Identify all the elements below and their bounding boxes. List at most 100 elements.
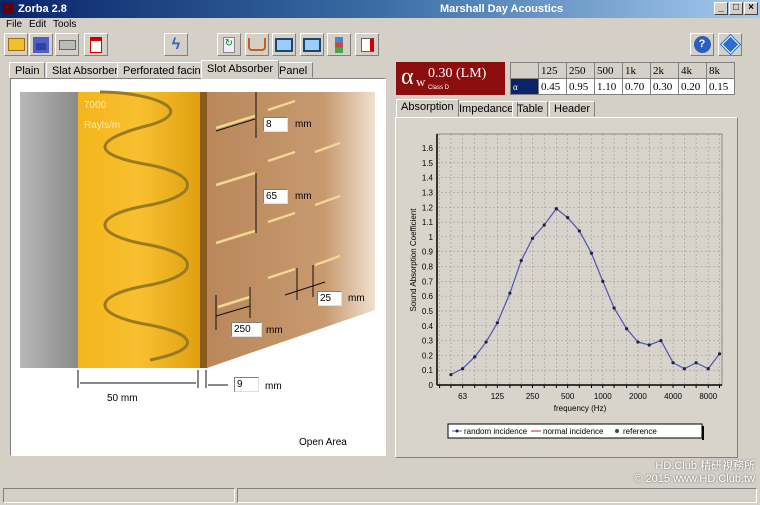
unit-label: mm [265,381,282,392]
slots [215,99,341,309]
dimension-lines [77,92,326,388]
octave-band-table: 125 250 500 1k 2k 4k 8k α 0.45 0.95 1.10 0.70 0.30… [510,62,735,95]
band-header: 250 [566,62,595,79]
y-tick-label: 0.7 [422,277,434,286]
y-tick-label: 1.6 [422,144,434,153]
data-point [601,279,605,283]
data-point [577,229,581,233]
concrete-wall [20,92,78,368]
tab-header[interactable]: Header [549,101,596,117]
y-tick-label: 1.4 [422,174,434,183]
rating-class: Class D [428,85,450,91]
tree-icon [335,36,343,53]
band-header: 8k [706,62,735,79]
slot-length-input[interactable] [231,322,262,337]
refresh-button[interactable]: ↻ [217,33,241,56]
unit-label: mm [295,191,312,202]
alpha-subscript: w [416,74,426,89]
data-point [647,343,651,347]
legend-reference: reference [623,427,657,436]
save-button[interactable] [29,33,53,56]
x-tick-label: 4000 [664,392,682,401]
tab-absorption[interactable]: Absorption [396,99,459,117]
series-line [450,207,721,376]
insulation-pattern [99,90,189,362]
data-point [625,327,629,331]
data-point [508,291,512,295]
maximize-button[interactable]: □ [729,2,743,15]
close-button[interactable]: × [744,2,758,15]
menu-tools[interactable]: Tools [53,19,77,30]
book-icon [248,38,266,51]
y-tick-label: 1.5 [422,159,434,168]
export-icon [360,37,374,52]
print-button[interactable] [55,33,79,56]
tab-slot-absorber[interactable]: Slot Absorber [201,60,280,79]
y-tick-label: 1 [429,233,434,242]
menu-file[interactable]: File [6,19,23,30]
tab-table[interactable]: Table [512,101,549,117]
refresh-icon: ↻ [223,36,235,53]
x-axis-label: frequency (Hz) [554,404,607,413]
print-icon [58,39,76,50]
lightning-icon: ϟ [171,35,181,53]
chart-alt-button[interactable] [300,33,324,56]
data-point [566,216,570,220]
band-value: 0.15 [706,78,735,95]
data-point [671,361,675,365]
watermark: HD.Club 精研視務所 © 2015 www.HD.Club.tw [634,460,755,485]
open-area-label[interactable]: Open Area [299,437,347,448]
open-button[interactable] [4,33,28,56]
flow-unit: Rayls/m [84,120,120,131]
data-point [542,223,546,227]
book-button[interactable] [245,33,269,56]
legend: random incidence normal incidence refere… [447,423,704,440]
data-point [461,367,465,371]
save-icon [33,36,49,53]
data-point [636,340,640,344]
band-header: 4k [678,62,707,79]
x-tick-label: 8000 [699,392,717,401]
weighted-rating: α w 0.30 (LM) Class D [396,62,505,95]
tab-panel[interactable]: Panel [273,62,314,78]
y-tick-label: 0.2 [422,351,434,360]
data-point [484,340,488,344]
x-tick-label: 2000 [629,392,647,401]
flow-resistivity: 7000 [84,100,107,111]
y-tick-label: 0.1 [422,366,434,375]
band-value: 1.10 [594,78,623,95]
y-tick-label: 1.3 [422,188,434,197]
minimize-button[interactable]: _ [714,2,728,15]
pdf-button[interactable] [84,33,108,56]
slot-width-input[interactable] [263,117,288,132]
menu-edit[interactable]: Edit [29,19,47,30]
panel-thickness-input[interactable] [234,377,259,392]
tree-button[interactable] [327,33,351,56]
data-point [530,236,535,240]
window-title: Zorba 2.8 [18,3,67,15]
data-point [682,367,686,371]
slot-gap-input[interactable] [317,291,342,306]
panel-edge [200,92,207,368]
help-button[interactable]: ? [690,33,714,56]
data-point [495,321,499,325]
export-button[interactable] [355,33,379,56]
open-folder-icon [7,38,25,51]
calculate-button[interactable]: ϟ [164,33,188,56]
chart-button[interactable] [272,33,296,56]
y-tick-label: 0.8 [422,263,434,272]
data-point [717,352,722,356]
tab-perforated-facing[interactable]: Perforated facing [117,62,213,78]
slot-spacing-input[interactable] [263,189,288,204]
tab-slat-absorber[interactable]: Slat Absorber [46,62,125,78]
tab-plain[interactable]: Plain [9,62,46,78]
data-point [554,207,558,211]
y-tick-label: 0.9 [422,248,434,257]
x-tick-label: 500 [561,392,575,401]
chart-icon [275,37,293,52]
info-button[interactable] [718,33,742,56]
y-tick-label: 0.6 [422,292,434,301]
y-tick-label: 1.1 [422,218,434,227]
chart-alt-icon [303,37,321,52]
